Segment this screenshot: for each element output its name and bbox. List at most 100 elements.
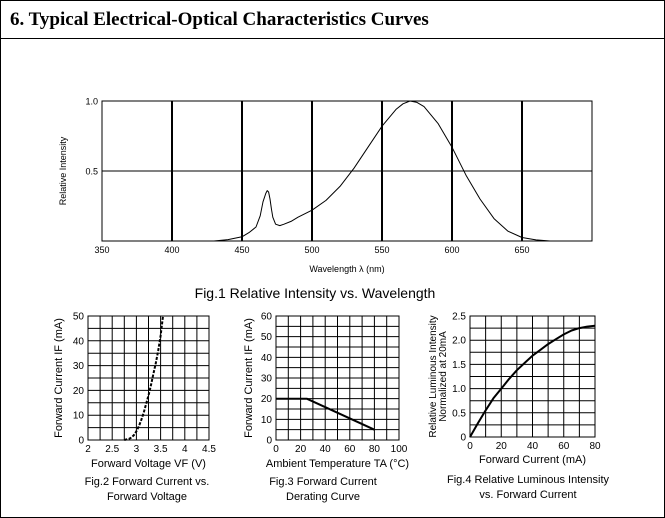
fig3-y-axis-label: Forward Current IF (mA) bbox=[243, 318, 255, 438]
fig3-y-tick-label: 30 bbox=[261, 374, 273, 385]
fig4-x-tick-label: 0 bbox=[467, 441, 473, 452]
fig4-data-point bbox=[579, 328, 580, 329]
fig1-data-point bbox=[311, 210, 312, 211]
fig4-data-point bbox=[548, 343, 549, 344]
fig1-x-tick-label: 450 bbox=[234, 245, 249, 255]
section-header: 6. Typical Electrical-Optical Characteri… bbox=[1, 1, 664, 39]
fig1-data-point bbox=[521, 237, 522, 238]
fig2-current-vs-voltage-chart: 2 2.5 3 3.5 4 4.5 0 10 20 30 40 50 Forward Voltage V… bbox=[53, 312, 216, 504]
fig1-data-point bbox=[283, 224, 284, 225]
fig3-y-tick-label: 20 bbox=[261, 394, 273, 405]
fig1-data-point bbox=[479, 198, 480, 199]
fig3-data-point bbox=[374, 429, 375, 430]
fig2-data-point bbox=[153, 374, 154, 375]
fig4-data-point bbox=[571, 330, 572, 331]
fig4-data-point bbox=[540, 349, 541, 350]
fig2-series-line bbox=[124, 315, 164, 441]
fig2-y-axis-label: Forward Current IF (mA) bbox=[53, 318, 65, 438]
fig1-data-point bbox=[297, 217, 298, 218]
fig4-y-tick-label: 2.5 bbox=[452, 312, 466, 323]
fig3-series-line bbox=[276, 397, 375, 431]
fig3-x-axis-label: Ambient Temperature TA (°C) bbox=[266, 458, 409, 470]
fig1-data-point bbox=[423, 106, 424, 107]
fig4-y-axis-label: Relative Luminous Intensity bbox=[428, 315, 439, 437]
fig1-data-point bbox=[367, 147, 368, 148]
fig2-y-tick-label: 0 bbox=[78, 436, 84, 447]
fig1-data-point bbox=[268, 191, 269, 192]
fig1-data-point bbox=[248, 232, 249, 233]
fig2-data-point bbox=[136, 431, 137, 432]
fig2-x-axis-label: Forward Voltage VF (V) bbox=[91, 458, 206, 470]
fig1-x-axis-label: Wavelength λ (nm) bbox=[309, 264, 384, 274]
fig4-x-tick-label: 60 bbox=[558, 441, 570, 452]
fig1-x-tick-label: 650 bbox=[514, 245, 529, 255]
fig2-data-point bbox=[145, 403, 146, 404]
section-title: 6. Typical Electrical-Optical Characteri… bbox=[10, 9, 429, 30]
fig1-x-tick-label: 350 bbox=[94, 245, 109, 255]
fig1-data-point bbox=[255, 226, 256, 227]
fig2-x-tick-label: 4 bbox=[182, 444, 188, 455]
fig4-data-point bbox=[563, 334, 564, 335]
fig2-x-tick-label: 2.5 bbox=[105, 444, 119, 455]
fig1-data-point bbox=[267, 190, 268, 191]
fig2-data-point bbox=[158, 350, 159, 351]
fig4-y-tick-label: 1.5 bbox=[452, 360, 466, 371]
fig1-y-axis-label: Relative Intensity bbox=[58, 136, 68, 205]
fig2-y-tick-label: 40 bbox=[73, 336, 85, 347]
fig2-data-point bbox=[160, 335, 161, 336]
fig1-data-point bbox=[507, 231, 508, 232]
fig2-x-tick-label: 3.5 bbox=[154, 444, 168, 455]
fig1-x-tick-label: 600 bbox=[444, 245, 459, 255]
fig1-data-point bbox=[353, 168, 354, 169]
fig1-data-point bbox=[213, 240, 214, 241]
fig1-data-point bbox=[409, 100, 410, 101]
fig1-data-point bbox=[381, 126, 382, 127]
fig1-caption: Fig.1 Relative Intensity vs. Wavelength bbox=[195, 285, 436, 301]
fig1-data-point bbox=[549, 240, 550, 241]
fig3-data-point bbox=[275, 398, 276, 399]
fig1-data-point bbox=[465, 175, 466, 176]
fig2-data-point bbox=[131, 437, 132, 438]
fig1-x-tick-label: 550 bbox=[374, 245, 389, 255]
fig4-data-point bbox=[587, 326, 588, 327]
fig1-series-line bbox=[213, 100, 551, 242]
fig2-caption: Forward Voltage bbox=[107, 491, 187, 503]
fig2-y-tick-label: 20 bbox=[73, 386, 85, 397]
fig1-data-point bbox=[241, 236, 242, 237]
fig2-y-tick-label: 30 bbox=[73, 361, 85, 372]
fig3-x-tick-label: 100 bbox=[391, 444, 408, 455]
fig1-data-point bbox=[416, 102, 417, 103]
fig1-data-point bbox=[275, 224, 276, 225]
fig3-y-tick-label: 40 bbox=[261, 353, 273, 364]
fig2-data-point bbox=[141, 420, 142, 421]
fig4-data-point bbox=[555, 339, 556, 340]
fig1-data-point bbox=[269, 198, 270, 199]
fig1-data-point bbox=[262, 201, 263, 202]
fig1-intensity-vs-wavelength-chart: 350 400 450 500 550 600 650 0.5 1.0 Wavelength λ … bbox=[58, 97, 593, 301]
fig2-data-point bbox=[155, 363, 156, 364]
fig4-y-axis-label: Normalized at 20mA bbox=[438, 331, 449, 422]
fig4-data-point bbox=[508, 378, 509, 379]
fig4-x-tick-label: 80 bbox=[589, 441, 601, 452]
fig3-x-tick-label: 40 bbox=[320, 444, 332, 455]
fig2-data-point bbox=[162, 315, 163, 316]
fig1-data-point bbox=[493, 218, 494, 219]
fig1-data-point bbox=[437, 123, 438, 124]
fig3-y-tick-label: 0 bbox=[266, 436, 272, 447]
fig3-x-tick-label: 60 bbox=[344, 444, 356, 455]
fig2-y-tick-label: 10 bbox=[73, 411, 85, 422]
fig1-data-point bbox=[325, 200, 326, 201]
fig3-derating-curve-chart: 0 20 40 60 80 100 0 10 20 30 40 50 60 Ambient Tempera… bbox=[243, 312, 409, 504]
fig4-y-tick-label: 0 bbox=[460, 433, 466, 444]
fig1-x-tick-label: 400 bbox=[164, 245, 179, 255]
fig1-data-point bbox=[535, 239, 536, 240]
fig4-x-tick-label: 20 bbox=[496, 441, 508, 452]
fig3-x-tick-label: 80 bbox=[369, 444, 381, 455]
fig3-y-tick-label: 10 bbox=[261, 415, 273, 426]
fig2-data-point bbox=[148, 395, 149, 396]
fig4-data-point bbox=[532, 355, 533, 356]
fig4-series-line bbox=[469, 324, 596, 438]
fig4-luminous-intensity-chart: 0 20 40 60 80 0 0.5 1.0 1.5 2.0 2.5 Forward Current… bbox=[428, 312, 610, 502]
